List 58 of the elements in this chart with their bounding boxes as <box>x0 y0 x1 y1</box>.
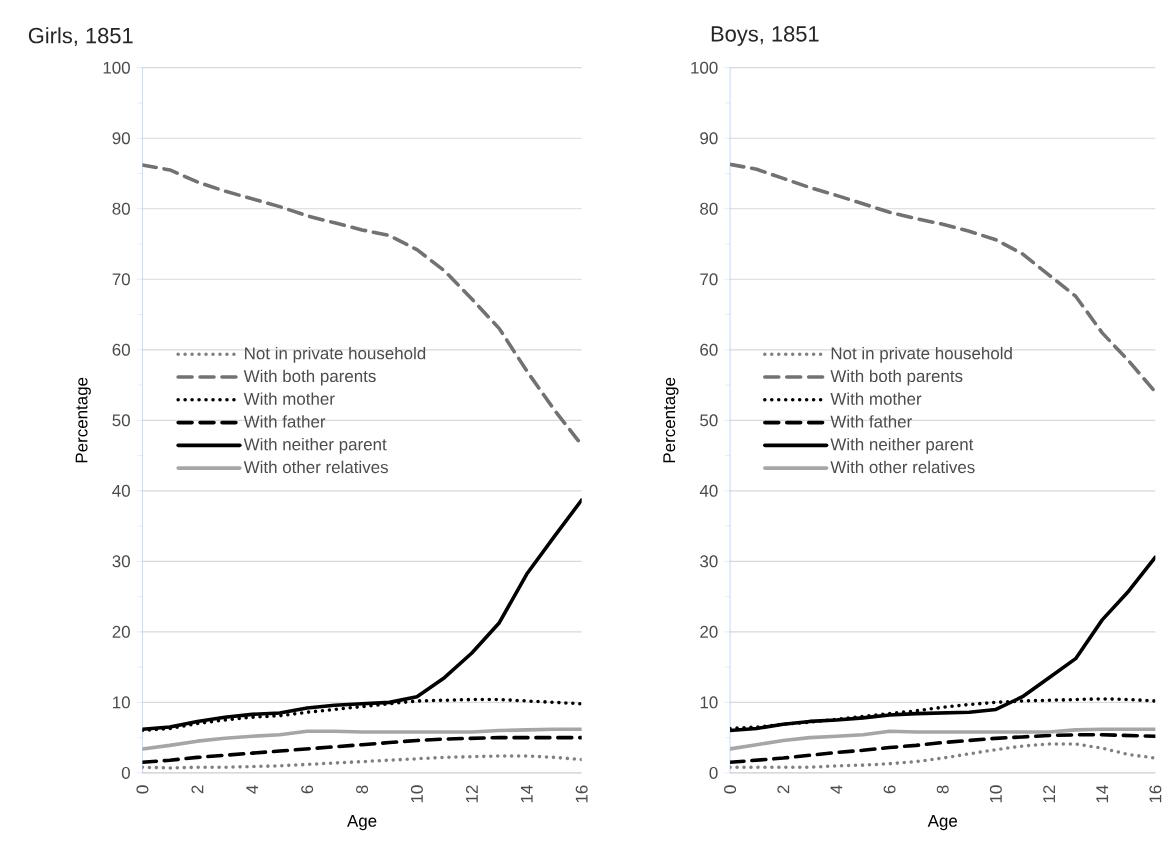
x-tick-label: 4 <box>830 785 843 794</box>
y-tick-label: 100 <box>103 61 130 74</box>
y-tick-label: 50 <box>700 414 718 427</box>
legend-label: With both parents <box>830 369 963 386</box>
x-tick-label: 0 <box>136 785 149 794</box>
y-tick-label: 40 <box>112 485 130 498</box>
legend-label: With mother <box>830 392 922 406</box>
legend-label: Not in private household <box>245 347 426 363</box>
x-tick-label: 12 <box>465 785 478 803</box>
x-tick-label: 0 <box>724 785 737 794</box>
y-tick-label: 70 <box>112 273 130 286</box>
y-tick-label: 30 <box>112 555 130 568</box>
x-tick-label: 10 <box>989 785 1002 803</box>
x-axis-title: Age <box>347 815 377 831</box>
legend-label: With other relatives <box>830 460 975 474</box>
y-tick-label: 80 <box>700 202 718 215</box>
y-tick-label: 70 <box>700 273 718 286</box>
x-tick-label: 16 <box>575 785 588 803</box>
x-tick-label: 10 <box>410 785 423 803</box>
x-tick-label: 6 <box>301 785 314 794</box>
x-tick-label: 4 <box>246 785 259 794</box>
chart-title: Girls, 1851 <box>28 27 133 47</box>
x-tick-label: 8 <box>356 785 369 794</box>
legend-label: With father <box>830 415 912 428</box>
y-tick-label: 90 <box>700 132 718 145</box>
chart-title: Boys, 1851 <box>711 26 819 47</box>
y-tick-label: 30 <box>700 555 718 568</box>
x-tick-label: 2 <box>191 785 204 794</box>
legend-label: With father <box>243 415 326 428</box>
y-tick-label: 100 <box>691 61 718 74</box>
y-tick-label: 40 <box>699 485 718 498</box>
x-tick-label: 2 <box>777 785 790 794</box>
legend-label: With neither parent <box>243 438 387 454</box>
x-tick-label: 14 <box>1096 785 1109 803</box>
x-tick-label: 12 <box>1043 785 1055 803</box>
legend-label: With mother <box>243 392 335 406</box>
legend-label: With both parents <box>243 369 376 386</box>
y-axis-title: Percentage <box>663 377 679 463</box>
x-tick-label: 16 <box>1149 785 1162 803</box>
y-tick-label: 90 <box>112 132 130 145</box>
y-tick-label: 60 <box>700 343 718 356</box>
y-tick-label: 10 <box>113 696 130 709</box>
x-tick-label: 8 <box>936 785 949 794</box>
legend-label: With neither parent <box>830 438 974 454</box>
y-tick-label: 10 <box>700 696 718 709</box>
x-tick-label: 14 <box>520 785 533 803</box>
legend-label: With other relatives <box>243 460 388 474</box>
y-tick-label: 60 <box>112 343 130 356</box>
y-tick-label: 20 <box>112 626 130 639</box>
y-tick-label: 50 <box>112 414 130 427</box>
x-tick-label: 6 <box>883 785 896 794</box>
y-tick-label: 80 <box>112 202 130 215</box>
y-tick-label: 20 <box>700 626 718 639</box>
x-axis-title: Age <box>927 815 958 831</box>
y-tick-label: 0 <box>121 767 130 780</box>
legend-label: Not in private household <box>831 347 1012 363</box>
y-axis-title: Percentage <box>75 377 91 463</box>
y-tick-label: 0 <box>709 767 718 780</box>
